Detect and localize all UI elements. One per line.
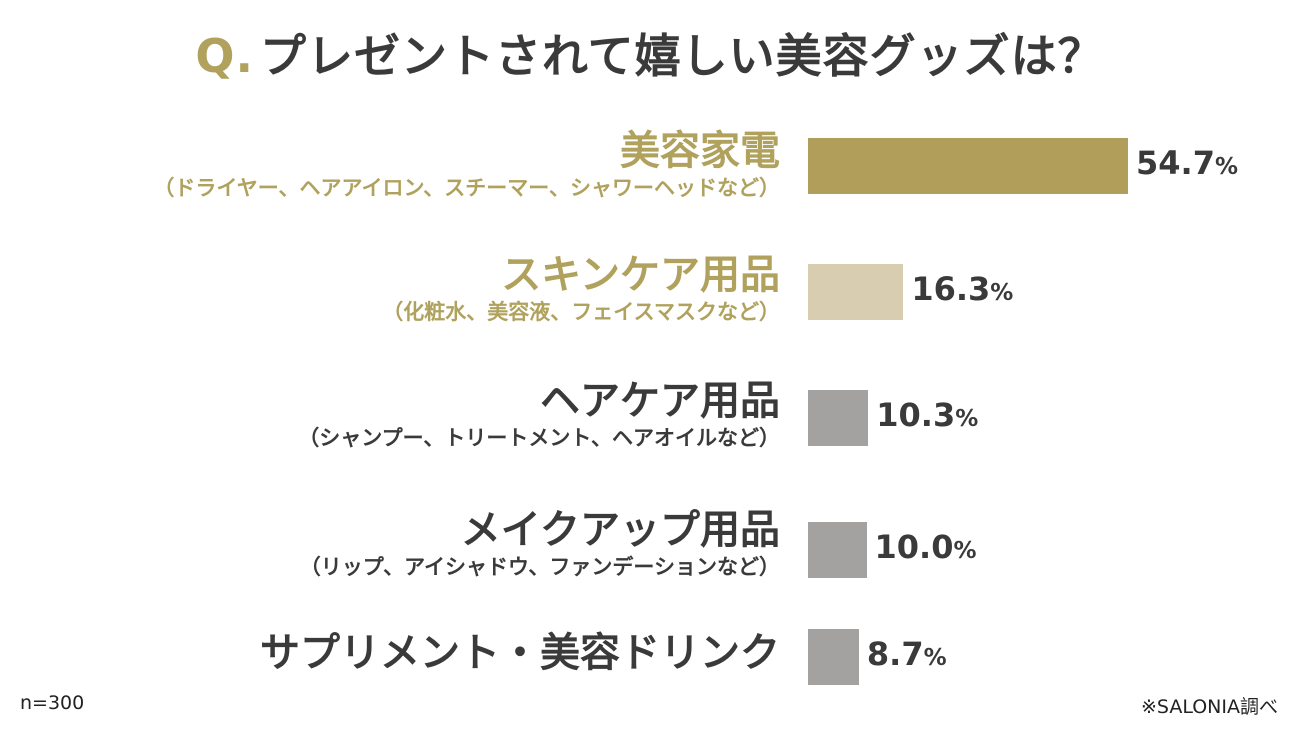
percent-sign: % — [955, 406, 979, 432]
bar — [808, 629, 859, 685]
category-name: メイクアップ用品 — [460, 507, 780, 553]
category-name: サプリメント・美容ドリンク — [260, 630, 780, 676]
percent-sign: % — [923, 645, 947, 671]
value-number: 16.3 — [911, 270, 991, 308]
bar — [808, 138, 1128, 194]
category-label: 美容家電 （ドライヤー、ヘアアイロン、スチーマー、シャワーヘッドなど） — [153, 128, 780, 202]
category-examples: （リップ、アイシャドウ、ファンデーションなど） — [299, 555, 780, 579]
category-label: サプリメント・美容ドリンク — [260, 630, 780, 676]
category-examples: （化粧水、美容液、フェイスマスクなど） — [382, 300, 780, 324]
value-label: 10.0% — [875, 528, 977, 566]
category-label: スキンケア用品 （化粧水、美容液、フェイスマスクなど） — [382, 252, 780, 326]
value-number: 10.3 — [876, 396, 956, 434]
value-label: 8.7% — [867, 635, 947, 673]
bar — [808, 522, 867, 578]
question-text: プレゼントされて嬉しい美容グッズは？ — [259, 29, 1105, 83]
value-number: 54.7 — [1136, 144, 1215, 182]
category-examples: （ドライヤー、ヘアアイロン、スチーマー、シャワーヘッドなど） — [153, 176, 780, 200]
source-note: ※SALONIA調べ — [1140, 696, 1278, 718]
value-number: 8.7 — [866, 635, 924, 673]
percent-sign: % — [953, 538, 977, 564]
sample-size-note: n=300 — [20, 692, 85, 714]
category-name: スキンケア用品 — [501, 252, 780, 298]
bar — [808, 390, 869, 446]
value-label: 16.3% — [911, 270, 1013, 308]
question-mark-label: Q. — [195, 29, 254, 83]
percent-sign: % — [1214, 154, 1238, 180]
category-label: メイクアップ用品 （リップ、アイシャドウ、ファンデーションなど） — [300, 507, 780, 581]
page-title: Q. プレゼントされて嬉しい美容グッズは？ — [0, 20, 1300, 86]
category-label: ヘアケア用品 （シャンプー、トリートメント、ヘアオイルなど） — [298, 378, 780, 452]
value-label: 10.3% — [876, 396, 978, 434]
category-name: ヘアケア用品 — [540, 378, 780, 424]
category-examples: （シャンプー、トリートメント、ヘアオイルなど） — [298, 426, 780, 450]
percent-sign: % — [990, 280, 1014, 306]
value-label: 54.7% — [1136, 144, 1238, 182]
value-number: 10.0 — [874, 528, 954, 566]
category-name: 美容家電 — [620, 128, 780, 174]
bar — [808, 264, 904, 320]
